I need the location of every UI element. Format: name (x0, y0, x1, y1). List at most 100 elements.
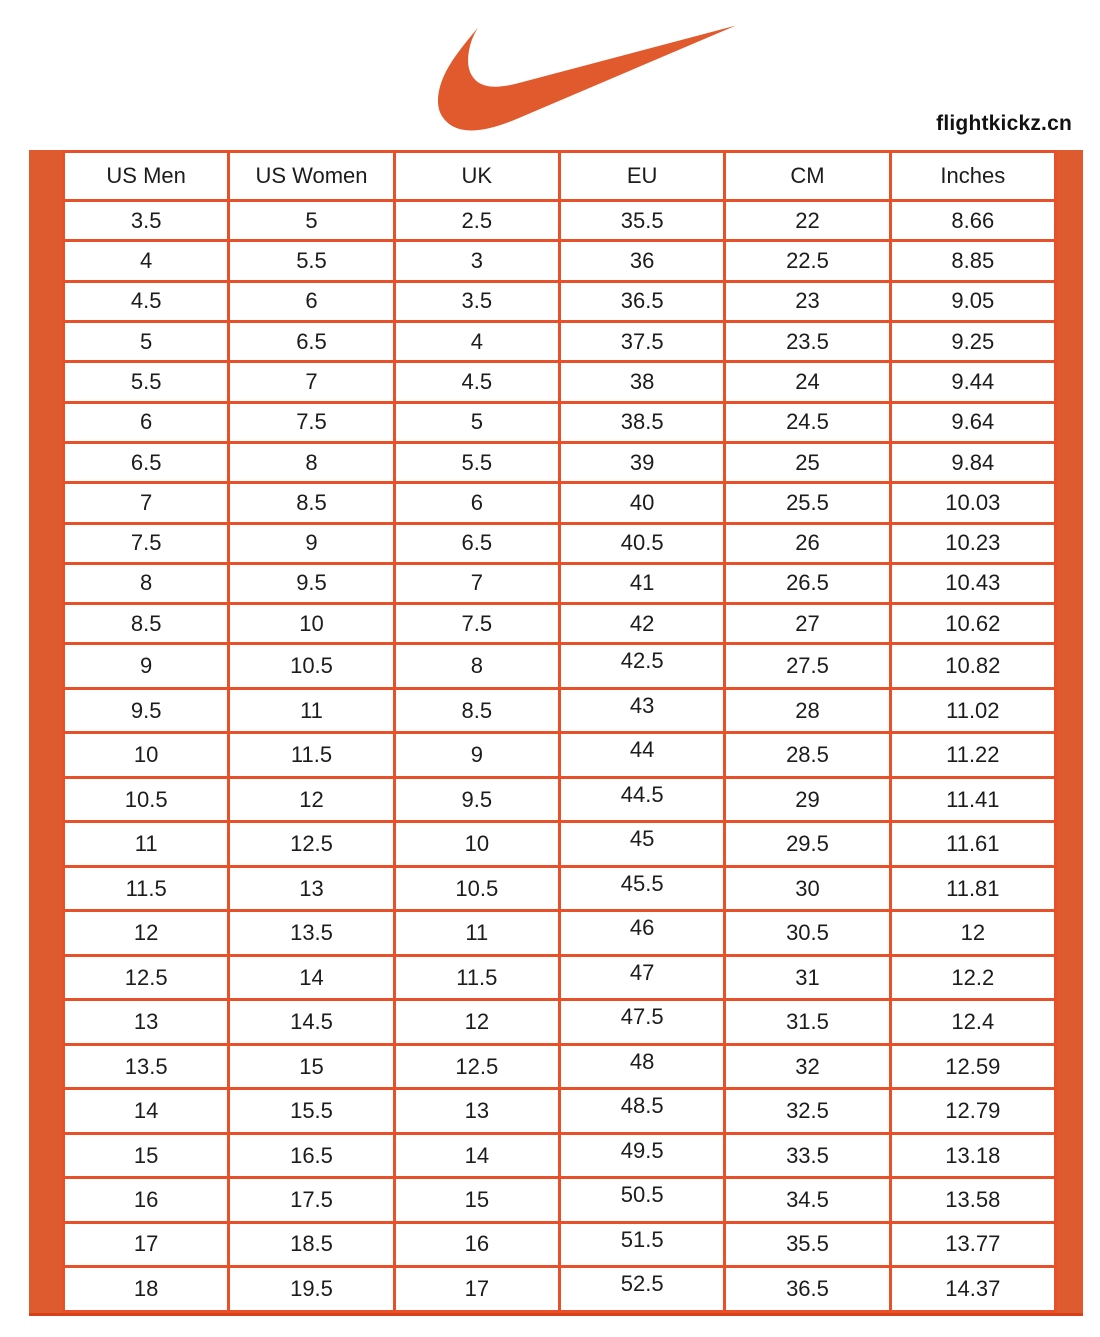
size-cell: 5.5 (392, 440, 561, 485)
table-row: 18 19.5 17 52.5 36.5 14.37 (61, 1265, 1058, 1313)
size-cell: 28 (723, 686, 892, 735)
size-cell: 6.5 (227, 319, 396, 364)
size-cell: 4.5 (392, 360, 561, 404)
size-cell: 29.5 (723, 820, 892, 868)
size-cell: 11 (392, 909, 561, 957)
size-cell: 23 (723, 279, 892, 323)
size-cell: 39 (557, 440, 727, 485)
size-cell: 11.5 (227, 731, 396, 779)
size-cell: 11 (61, 820, 231, 868)
size-cell: 8.85 (888, 239, 1058, 283)
size-cell: 3 (392, 239, 561, 283)
table-row: 7.5 9 6.5 40.5 26 10.23 (61, 521, 1058, 565)
size-cell: 9 (392, 731, 561, 779)
size-cell: 17.5 (227, 1176, 396, 1224)
table-row: 6 7.5 5 38.5 24.5 9.64 (61, 400, 1058, 444)
size-cell: 10.5 (227, 642, 396, 690)
size-cell: 11.5 (61, 864, 231, 913)
size-cell: 15.5 (227, 1087, 396, 1135)
table-row: 4.5 6 3.5 36.5 23 9.05 (61, 279, 1058, 323)
size-cell: 36.5 (723, 1265, 892, 1313)
table-row: 4 5.5 3 36 22.5 8.85 (61, 239, 1058, 283)
table-row: 9 10.5 8 42.5 27.5 10.82 (61, 642, 1058, 690)
size-cell: 10.5 (392, 864, 561, 913)
size-cell: 5 (392, 400, 561, 444)
size-cell: 48.5 (557, 1087, 727, 1135)
size-cell: 6 (227, 279, 396, 323)
size-cell: 26 (723, 521, 892, 565)
size-cell: 36.5 (557, 279, 727, 323)
size-cell: 42 (557, 602, 727, 646)
size-cell: 29 (723, 775, 892, 824)
header-row: US Men US Women UK EU CM Inches (61, 150, 1058, 202)
table-row: 17 18.5 16 51.5 35.5 13.77 (61, 1220, 1058, 1269)
size-cell: 9 (61, 642, 231, 690)
size-cell: 10.5 (61, 775, 231, 824)
size-cell: 13 (227, 864, 396, 913)
size-cell: 14.5 (227, 998, 396, 1046)
table-header: US Men US Women UK EU CM Inches (61, 150, 1058, 202)
site-name: flightkickz.cn (936, 112, 1072, 135)
size-cell: 14.37 (888, 1265, 1058, 1313)
size-cell: 10 (227, 602, 396, 646)
size-cell: 36 (557, 239, 727, 283)
size-cell: 17 (392, 1265, 561, 1313)
table-row: 3.5 5 2.5 35.5 22 8.66 (61, 198, 1058, 243)
table-row: 13 14.5 12 47.5 31.5 12.4 (61, 998, 1058, 1046)
size-cell: 46 (557, 909, 727, 957)
size-cell: 44 (557, 731, 727, 779)
size-cell: 49.5 (557, 1131, 727, 1180)
size-cell: 12.79 (888, 1087, 1058, 1135)
size-cell: 9.25 (888, 319, 1058, 364)
size-cell: 12.59 (888, 1042, 1058, 1091)
size-cell: 50.5 (557, 1176, 727, 1224)
size-chart: US Men US Women UK EU CM Inches 3.5 5 2.5 35.5 22… (29, 150, 1083, 1316)
size-cell: 31 (723, 953, 892, 1002)
size-cell: 8 (227, 440, 396, 485)
table-row: 5.5 7 4.5 38 24 9.44 (61, 360, 1058, 404)
size-cell: 26.5 (723, 561, 892, 606)
size-cell: 51.5 (557, 1220, 727, 1269)
size-cell: 10.43 (888, 561, 1058, 606)
table-row: 9.5 11 8.5 43 28 11.02 (61, 686, 1058, 735)
column-header-us-women: US Women (227, 150, 396, 202)
size-cell: 17 (61, 1220, 231, 1269)
column-header-inches: Inches (888, 150, 1058, 202)
size-cell: 43 (557, 686, 727, 735)
size-cell: 45.5 (557, 864, 727, 913)
size-cell: 24.5 (723, 400, 892, 444)
size-cell: 33.5 (723, 1131, 892, 1180)
right-accent-bar (1057, 150, 1083, 1313)
size-cell: 16 (392, 1220, 561, 1269)
size-cell: 19.5 (227, 1265, 396, 1313)
size-cell: 30.5 (723, 909, 892, 957)
table-body: 3.5 5 2.5 35.5 22 8.66 4 5.5 3 36 22.5 8.85 4.5 6 3.5 3… (61, 198, 1058, 1313)
size-cell: 11.22 (888, 731, 1058, 779)
size-cell: 45 (557, 820, 727, 868)
size-cell: 25 (723, 440, 892, 485)
size-cell: 9.5 (392, 775, 561, 824)
size-cell: 28.5 (723, 731, 892, 779)
size-cell: 32 (723, 1042, 892, 1091)
size-cell: 8.5 (227, 481, 396, 525)
size-cell: 18.5 (227, 1220, 396, 1269)
size-cell: 13 (61, 998, 231, 1046)
size-cell: 44.5 (557, 775, 727, 824)
size-cell: 38.5 (557, 400, 727, 444)
size-cell: 32.5 (723, 1087, 892, 1135)
size-cell: 42.5 (557, 642, 727, 690)
table-row: 10.5 12 9.5 44.5 29 11.41 (61, 775, 1058, 824)
size-cell: 25.5 (723, 481, 892, 525)
size-cell: 23.5 (723, 319, 892, 364)
size-cell: 12.5 (61, 953, 231, 1002)
size-cell: 47.5 (557, 998, 727, 1046)
size-cell: 10.03 (888, 481, 1058, 525)
table-row: 12.5 14 11.5 47 31 12.2 (61, 953, 1058, 1002)
size-cell: 7 (392, 561, 561, 606)
size-cell: 12 (888, 909, 1058, 957)
table-row: 11.5 13 10.5 45.5 30 11.81 (61, 864, 1058, 913)
size-cell: 6 (392, 481, 561, 525)
size-cell: 9.44 (888, 360, 1058, 404)
size-cell: 7 (227, 360, 396, 404)
